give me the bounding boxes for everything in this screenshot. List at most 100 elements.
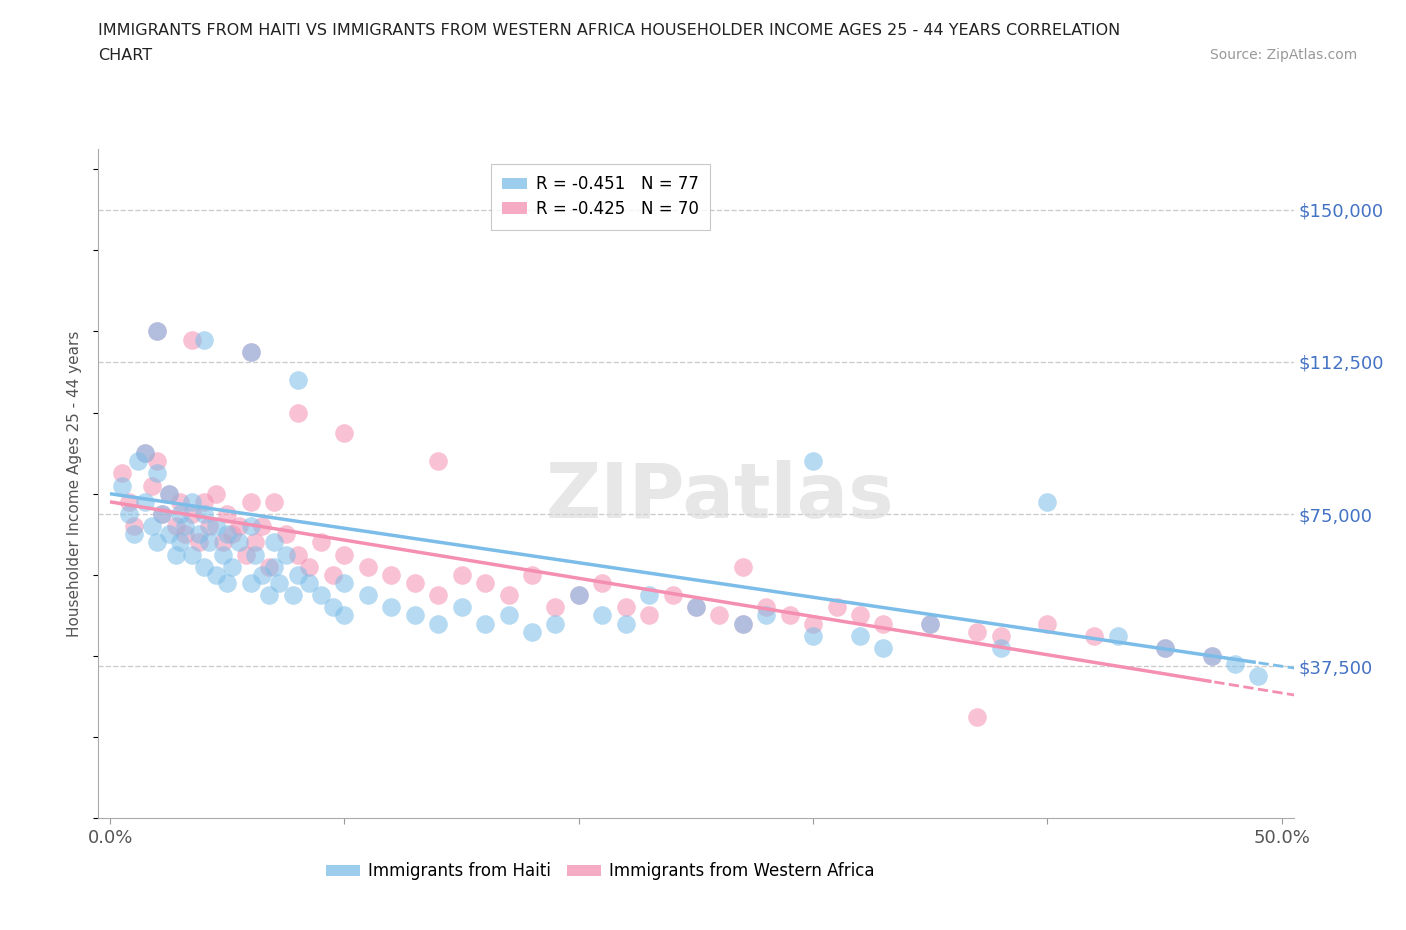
Point: [287, 567, 309, 582]
Point: [450, 567, 472, 582]
Point: [259, 588, 281, 603]
Point: [801, 617, 824, 631]
Point: [322, 600, 344, 615]
Point: [450, 600, 472, 615]
Point: [755, 608, 778, 623]
Text: CHART: CHART: [98, 48, 152, 63]
Point: [638, 608, 661, 623]
Point: [245, 547, 267, 562]
Point: [287, 373, 309, 388]
Point: [239, 344, 262, 359]
Point: [165, 519, 187, 534]
Point: [872, 617, 894, 631]
Point: [731, 617, 754, 631]
Point: [474, 576, 496, 591]
Point: [146, 324, 169, 339]
Point: [1083, 629, 1105, 644]
Point: [1247, 669, 1270, 684]
Point: [146, 454, 169, 469]
Point: [685, 600, 707, 615]
Point: [228, 535, 250, 550]
Point: [111, 466, 134, 481]
Point: [498, 588, 520, 603]
Point: [252, 519, 274, 534]
Point: [801, 629, 824, 644]
Point: [193, 559, 215, 574]
Point: [544, 617, 567, 631]
Point: [427, 588, 450, 603]
Point: [1036, 617, 1059, 631]
Point: [298, 559, 321, 574]
Point: [614, 600, 637, 615]
Point: [146, 324, 169, 339]
Point: [849, 629, 872, 644]
Point: [181, 495, 204, 510]
Point: [174, 527, 197, 542]
Point: [221, 527, 243, 542]
Point: [169, 495, 191, 510]
Point: [146, 466, 169, 481]
Point: [193, 332, 215, 347]
Point: [150, 507, 173, 522]
Point: [111, 478, 134, 493]
Legend: Immigrants from Haiti, Immigrants from Western Africa: Immigrants from Haiti, Immigrants from W…: [319, 856, 882, 887]
Point: [498, 608, 520, 623]
Point: [134, 445, 156, 460]
Point: [122, 519, 145, 534]
Point: [174, 519, 197, 534]
Point: [141, 478, 163, 493]
Point: [252, 567, 274, 582]
Point: [1153, 641, 1175, 656]
Point: [731, 559, 754, 574]
Point: [217, 527, 239, 542]
Point: [779, 608, 801, 623]
Text: Source: ZipAtlas.com: Source: ZipAtlas.com: [1209, 48, 1357, 62]
Point: [404, 608, 426, 623]
Point: [404, 576, 426, 591]
Point: [990, 641, 1012, 656]
Point: [709, 608, 731, 623]
Point: [134, 445, 156, 460]
Point: [427, 617, 450, 631]
Point: [1107, 629, 1129, 644]
Point: [872, 641, 894, 656]
Point: [544, 600, 567, 615]
Y-axis label: Householder Income Ages 25 - 44 years: Householder Income Ages 25 - 44 years: [67, 330, 83, 637]
Point: [267, 576, 290, 591]
Point: [157, 486, 180, 501]
Point: [801, 454, 824, 469]
Point: [1201, 648, 1223, 663]
Point: [274, 527, 297, 542]
Point: [333, 608, 356, 623]
Point: [239, 344, 262, 359]
Point: [263, 535, 285, 550]
Point: [614, 617, 637, 631]
Point: [309, 535, 332, 550]
Point: [1153, 641, 1175, 656]
Point: [193, 495, 215, 510]
Point: [204, 519, 226, 534]
Point: [169, 535, 191, 550]
Point: [357, 588, 380, 603]
Point: [221, 559, 243, 574]
Point: [122, 527, 145, 542]
Point: [287, 405, 309, 420]
Point: [204, 486, 226, 501]
Point: [1223, 657, 1246, 671]
Point: [920, 617, 942, 631]
Point: [357, 559, 380, 574]
Text: IMMIGRANTS FROM HAITI VS IMMIGRANTS FROM WESTERN AFRICA HOUSEHOLDER INCOME AGES : IMMIGRANTS FROM HAITI VS IMMIGRANTS FROM…: [98, 23, 1121, 38]
Point: [638, 588, 661, 603]
Point: [568, 588, 591, 603]
Point: [134, 495, 156, 510]
Point: [235, 547, 257, 562]
Point: [157, 486, 180, 501]
Point: [217, 576, 239, 591]
Point: [568, 588, 591, 603]
Point: [165, 547, 187, 562]
Point: [127, 454, 149, 469]
Point: [181, 507, 204, 522]
Point: [298, 576, 321, 591]
Point: [181, 332, 204, 347]
Point: [380, 600, 402, 615]
